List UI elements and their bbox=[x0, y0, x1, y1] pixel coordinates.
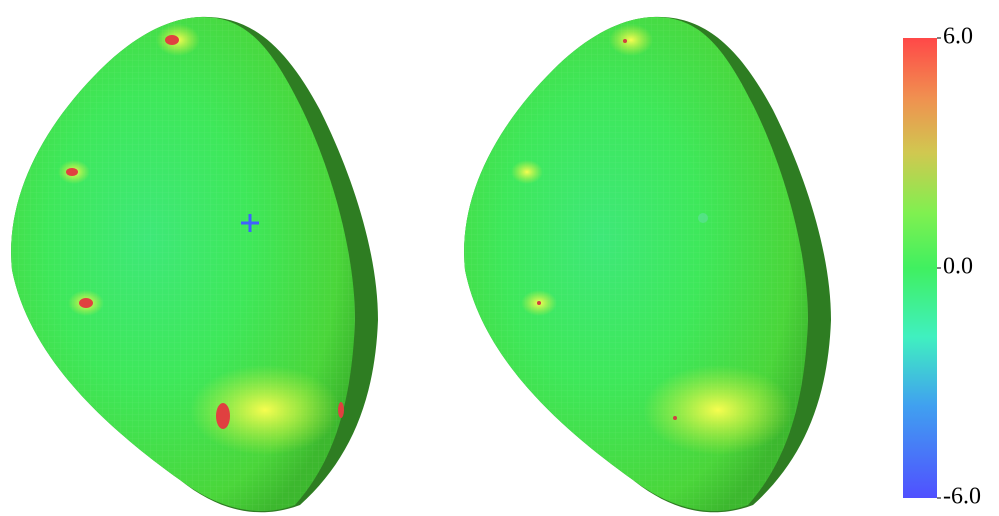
figure: 6.0 0.0 -6.0 bbox=[0, 0, 999, 516]
colorbar: 6.0 0.0 -6.0 bbox=[903, 24, 981, 510]
tick-label: 0.0 bbox=[943, 254, 973, 280]
surface-left bbox=[11, 17, 378, 512]
tick-label: -6.0 bbox=[943, 484, 981, 510]
colorbar-scale bbox=[903, 38, 937, 498]
tick-label: 6.0 bbox=[943, 24, 973, 50]
surface-right bbox=[464, 17, 831, 512]
